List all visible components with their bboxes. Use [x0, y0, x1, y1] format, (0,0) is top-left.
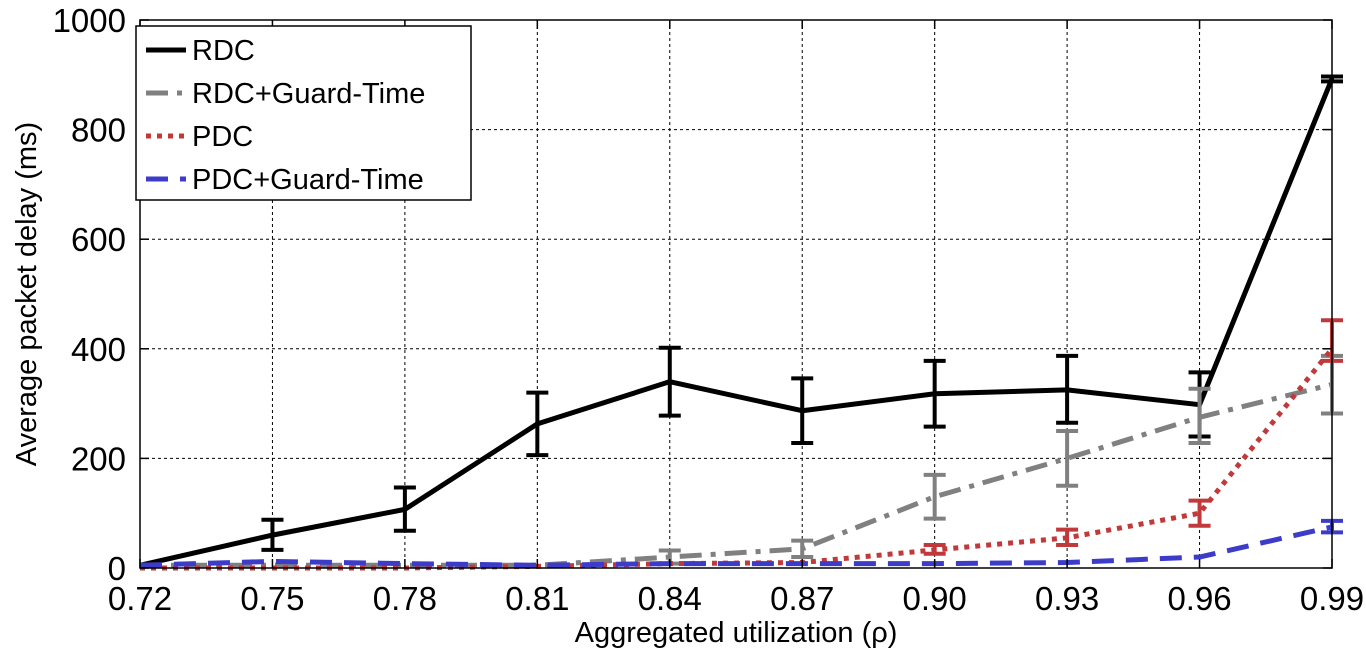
x-tick-label: 0.72 — [108, 580, 172, 617]
x-tick-label: 0.75 — [240, 580, 304, 617]
error-bar-rdc — [791, 376, 814, 446]
error-bar-rdc-guard-time — [1188, 386, 1211, 446]
y-tick-label: 600 — [71, 221, 126, 258]
series-line-rdc — [139, 77, 1335, 568]
x-tick-label: 0.87 — [770, 580, 834, 617]
error-bar-pdc — [1188, 498, 1211, 528]
y-tick-label: 1000 — [53, 2, 126, 39]
error-bar-rdc — [393, 485, 416, 533]
series-line-rdc-guard-time — [140, 381, 1333, 568]
legend-label-pdc: PDC — [192, 121, 253, 153]
series-line-pdc-guard-time — [139, 524, 1333, 568]
y-axis-label: Average packet delay (ms) — [11, 122, 43, 466]
y-tick-label: 200 — [71, 440, 126, 477]
error-bar-pdc — [923, 542, 946, 556]
legend-box — [135, 25, 472, 201]
x-axis-label: Aggregated utilization (ρ) — [575, 617, 898, 649]
axis-ticks: 0.72 0.75 0.78 0.81 0.84 0.87 0.90 0.93 0.96 0.99… — [53, 2, 1365, 617]
x-tick-label: 0.78 — [373, 580, 437, 617]
x-tick-label: 0.81 — [505, 580, 569, 617]
error-bar-rdc — [1056, 353, 1079, 425]
error-bar-rdc — [658, 345, 681, 418]
legend-label-rdc: RDC — [192, 35, 255, 67]
grid-lines — [140, 20, 1332, 568]
error-bar-pdc — [1056, 527, 1079, 547]
error-bar-rdc — [261, 517, 284, 552]
y-tick-label: 0 — [108, 550, 126, 587]
legend-label-pdc-guard-time: PDC+Guard-Time — [192, 164, 424, 196]
error-bar-rdc-guard-time — [1056, 429, 1079, 488]
x-tick-label: 0.99 — [1300, 580, 1364, 617]
legend-label-rdc-guard-time: RDC+Guard-Time — [192, 78, 425, 110]
y-tick-label: 800 — [71, 112, 126, 149]
y-tick-label: 400 — [71, 331, 126, 368]
x-tick-label: 0.90 — [903, 580, 967, 617]
error-bar-rdc — [923, 358, 946, 429]
x-tick-label: 0.84 — [638, 580, 702, 617]
error-bar-rdc — [526, 390, 549, 458]
error-bar-rdc-guard-time — [923, 472, 946, 521]
x-tick-label: 0.96 — [1167, 580, 1231, 617]
plot-frame — [139, 19, 1333, 569]
series-group — [139, 74, 1343, 571]
legend: RDC RDC+Guard-Time PDC PDC+Guard-Time — [135, 25, 472, 201]
x-tick-label: 0.93 — [1035, 580, 1099, 617]
error-bar-rdc-guard-time — [791, 538, 814, 560]
